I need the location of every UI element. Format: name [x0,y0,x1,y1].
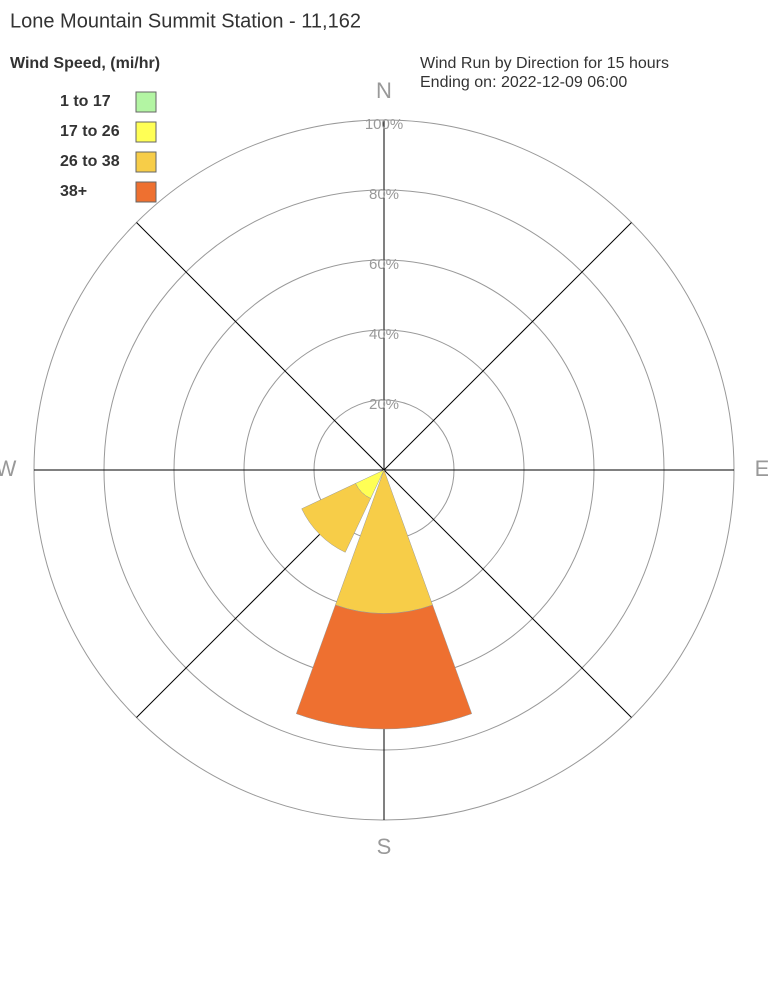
subtitle: Ending on: 2022-12-09 06:00 [420,74,627,91]
ring-label: 60% [369,256,399,273]
legend-swatch [135,121,157,143]
direction-label: E [755,456,768,481]
legend-swatch [135,91,157,113]
spoke [383,469,632,718]
ring-label: 40% [369,326,399,343]
spoke [383,222,632,471]
legend-title: Wind Speed, (mi/hr) [10,55,160,72]
sector [295,604,473,730]
direction-label: W [0,456,17,481]
legend-label: 1 to 17 [60,93,111,110]
legend-label: 38+ [60,183,87,200]
legend-label: 17 to 26 [60,123,120,140]
chart-title: Lone Mountain Summit Station - 11,162 [10,10,361,32]
subtitle: Wind Run by Direction for 15 hours [420,55,669,72]
legend-label: 26 to 38 [60,153,120,170]
sector [301,483,371,553]
legend-swatch [135,151,157,173]
direction-label: N [376,78,392,103]
ring-label: 80% [369,186,399,203]
legend-swatch [135,181,157,203]
ring-label: 20% [369,396,399,413]
spoke [136,222,385,471]
direction-label: S [377,834,392,859]
ring-label: 100% [365,116,403,133]
